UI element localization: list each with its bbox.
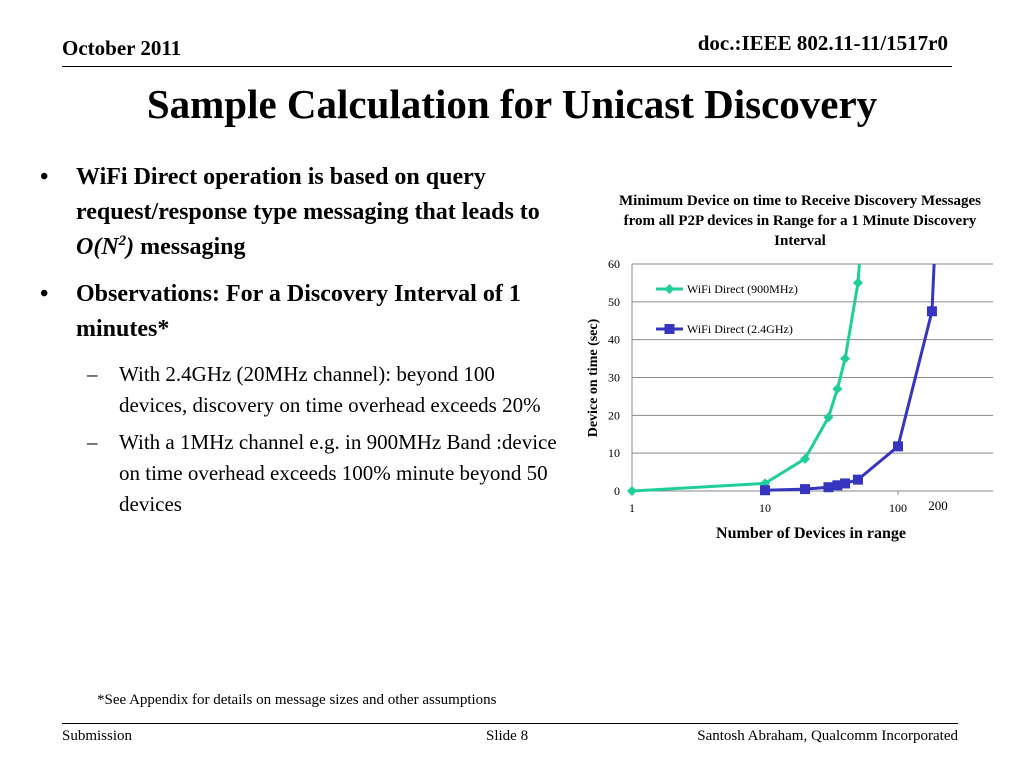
bullet-list: • WiFi Direct operation is based on quer…: [40, 160, 560, 526]
bullet-marker: •: [40, 164, 49, 190]
chart-title: Minimum Device on time to Receive Discov…: [619, 193, 981, 249]
footer-slide-number: Slide 8: [486, 728, 529, 744]
x-tick-label: 1: [629, 501, 635, 515]
data-point-diamond: [840, 353, 851, 364]
bullet-text: Observations: For a Discovery Interval o…: [76, 281, 521, 342]
data-point-square: [800, 484, 811, 495]
y-tick-label: 0: [614, 484, 620, 498]
bullet-marker: •: [40, 281, 49, 307]
data-point-square: [832, 480, 843, 491]
y-axis-label: Device on time (sec): [586, 318, 601, 437]
slide-title: Sample Calculation for Unicast Discovery: [146, 81, 878, 127]
data-point-square: [840, 478, 851, 489]
sub-bullet-text: With 2.4GHz (20MHz channel): beyond 100 …: [119, 362, 541, 417]
data-point-square: [760, 485, 770, 496]
y-tick-label: 60: [608, 257, 620, 271]
y-tick-label: 50: [608, 295, 620, 309]
legend-label: WiFi Direct (2.4GHz): [687, 322, 793, 336]
y-tick-label: 40: [608, 333, 620, 347]
data-point-diamond: [852, 277, 863, 288]
series-line-2: [764, 264, 936, 492]
footnote: *See Appendix for details on message siz…: [97, 692, 497, 708]
y-tick-label: 10: [608, 446, 620, 460]
header-date: October 2011: [62, 36, 182, 60]
legend-marker: [664, 324, 675, 334]
y-tick-label: 20: [608, 408, 620, 422]
data-point-square: [893, 441, 903, 452]
data-point-diamond: [823, 412, 834, 423]
data-point-square: [926, 306, 937, 317]
complexity-formula: O(N2): [76, 233, 135, 261]
sub-bullet-item: – With a 1MHz channel e.g. in 900MHz Ban…: [40, 427, 560, 520]
dash-marker: –: [87, 430, 98, 454]
header-divider: [62, 66, 952, 67]
x-tick-label: 10: [759, 501, 771, 515]
bullet-item: • WiFi Direct operation is based on quer…: [40, 160, 560, 265]
legend-label: WiFi Direct (900MHz): [687, 282, 798, 296]
data-point-square: [852, 474, 863, 485]
data-point-diamond: [627, 486, 637, 496]
legend-marker: [664, 284, 675, 294]
x-tick-label: 100: [889, 501, 907, 515]
bullet-item: • Observations: For a Discovery Interval…: [40, 277, 560, 347]
sub-bullet-text: With a 1MHz channel e.g. in 900MHz Band …: [119, 430, 557, 516]
footer-submission: Submission: [62, 728, 133, 744]
footer-author: Santosh Abraham, Qualcomm Incorporated: [697, 728, 958, 744]
bullet-text-end: messaging: [134, 234, 246, 260]
data-point-diamond: [832, 383, 843, 394]
footer-divider: [62, 723, 958, 724]
dash-marker: –: [87, 362, 98, 386]
y-tick-label: 30: [608, 371, 620, 385]
x-axis-label: Number of Devices in range: [716, 525, 906, 542]
header-doc-id: doc.:IEEE 802.11-11/1517r0: [697, 31, 948, 55]
sub-bullet-item: – With 2.4GHz (20MHz channel): beyond 10…: [40, 359, 560, 421]
series-line-1: [631, 264, 861, 492]
x-tick-label-extra: 200: [928, 498, 948, 513]
data-point-diamond: [800, 453, 811, 464]
bullet-text: WiFi Direct operation is based on query …: [76, 164, 540, 225]
data-point-square: [823, 482, 834, 493]
